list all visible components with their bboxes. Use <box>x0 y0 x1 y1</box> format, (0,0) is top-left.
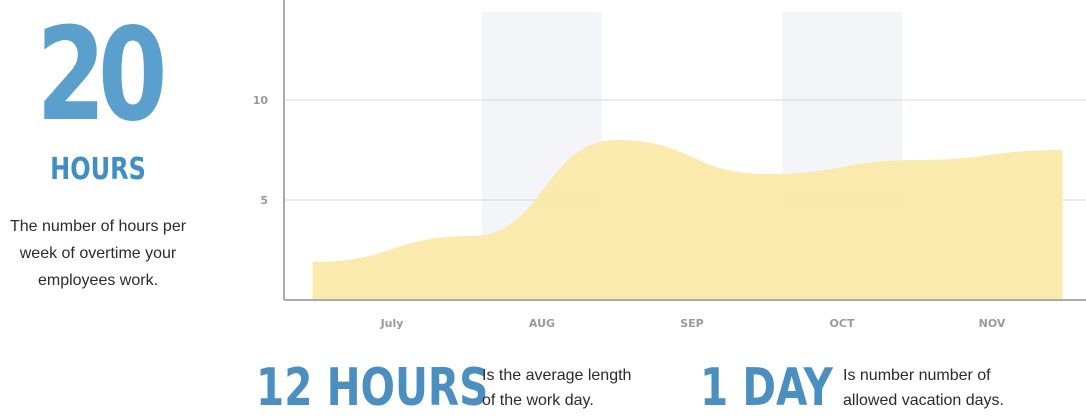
y-tick-10: 10 <box>253 94 269 107</box>
area-layer <box>312 140 1062 300</box>
x-tick-july: July <box>380 317 404 330</box>
vacation-text-line2: allowed vacation days. <box>843 392 1004 409</box>
y-tick-5: 5 <box>260 194 268 207</box>
x-tick-labels: July AUG SEP OCT NOV <box>380 317 1006 330</box>
vacation-text: Is number number of allowed vacation day… <box>843 363 1043 413</box>
avg-workday-value: 12 HOURS <box>256 358 488 418</box>
vacation-text-line1: Is number number of <box>843 367 991 384</box>
overtime-area-chart: 5 10 July AUG SEP OCT NOV <box>0 0 1086 345</box>
avg-workday-stat: 12 HOURS Is the average length of the wo… <box>256 358 554 410</box>
x-tick-nov: NOV <box>979 317 1006 330</box>
avg-workday-text: Is the average length of the work day. <box>482 363 662 413</box>
x-tick-aug: AUG <box>529 317 555 330</box>
x-tick-oct: OCT <box>830 317 855 330</box>
vacation-value: 1 DAY <box>700 358 833 418</box>
series-area <box>313 140 1063 300</box>
x-tick-sep: SEP <box>680 317 704 330</box>
avg-workday-text-line1: Is the average length <box>482 367 631 384</box>
y-tick-labels: 5 10 <box>253 94 269 207</box>
avg-workday-text-line2: of the work day. <box>482 392 594 409</box>
vacation-stat: 1 DAY Is number number of allowed vacati… <box>700 358 870 410</box>
